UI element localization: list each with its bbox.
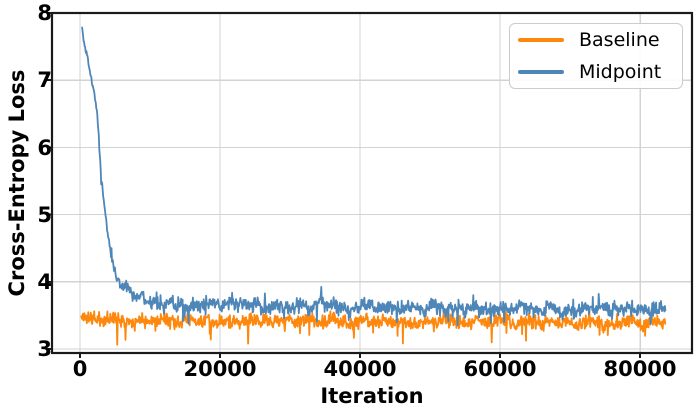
ytick-6: 6 — [37, 136, 52, 160]
xtick-60000: 60000 — [463, 357, 537, 381]
xtick-0: 0 — [72, 357, 88, 381]
ytick-8: 8 — [37, 1, 52, 25]
y-axis-label: Cross-Entropy Loss — [5, 69, 29, 297]
legend: Baseline Midpoint — [509, 23, 683, 89]
ytick-5: 5 — [37, 203, 52, 227]
baseline-line-swatch — [518, 38, 564, 42]
legend-entry-baseline: Baseline — [518, 28, 672, 52]
xtick-80000: 80000 — [603, 357, 677, 381]
legend-entry-midpoint: Midpoint — [518, 60, 672, 84]
xtick-40000: 40000 — [323, 357, 397, 381]
xtick-20000: 20000 — [183, 357, 257, 381]
ytick-3: 3 — [37, 337, 52, 361]
legend-label-midpoint: Midpoint — [579, 61, 662, 83]
ytick-4: 4 — [37, 270, 52, 294]
legend-label-baseline: Baseline — [579, 29, 660, 51]
ytick-7: 7 — [37, 68, 52, 92]
x-axis-label: Iteration — [320, 384, 424, 408]
midpoint-line-swatch — [518, 70, 564, 74]
